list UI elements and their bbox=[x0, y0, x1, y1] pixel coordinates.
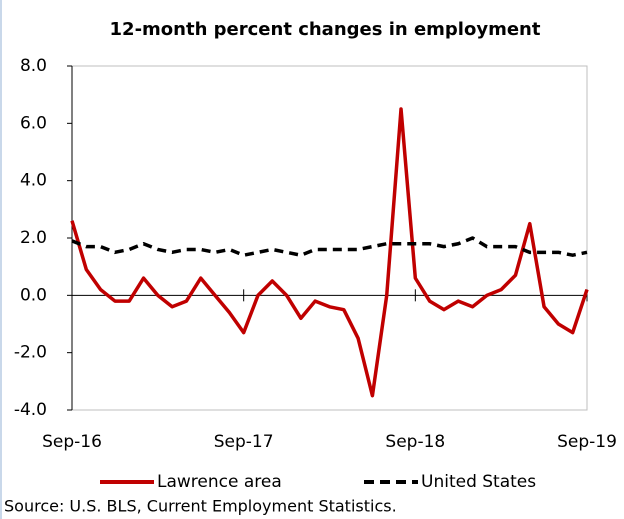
y-tick-label: 4.0 bbox=[20, 171, 47, 191]
x-tick-label: Sep-18 bbox=[385, 432, 445, 452]
series-line bbox=[70, 107, 589, 398]
chart-title: 12-month percent changes in employment bbox=[110, 19, 541, 40]
y-tick-label: -2.0 bbox=[14, 343, 47, 363]
plot-area bbox=[71, 65, 588, 411]
x-tick-label: Sep-17 bbox=[214, 432, 274, 452]
x-tick-label: Sep-16 bbox=[42, 432, 102, 452]
y-tick-label: 0.0 bbox=[20, 285, 47, 305]
x-tick-label: Sep-19 bbox=[557, 432, 617, 452]
y-tick-label: -4.0 bbox=[14, 400, 47, 420]
y-tick-label: 6.0 bbox=[20, 113, 47, 133]
legend-label: Lawrence area bbox=[157, 472, 282, 492]
y-tick-label: 2.0 bbox=[20, 228, 47, 248]
series-line bbox=[71, 236, 588, 257]
source: Source: U.S. BLS, Current Employment Sta… bbox=[4, 497, 397, 516]
y-tick-label: 8.0 bbox=[20, 56, 47, 76]
legend-label: United States bbox=[421, 472, 536, 492]
